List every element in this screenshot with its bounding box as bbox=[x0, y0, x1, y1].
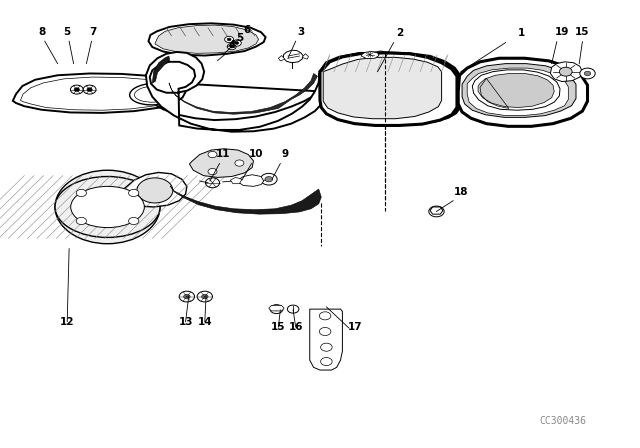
Polygon shape bbox=[148, 23, 266, 56]
Polygon shape bbox=[152, 56, 170, 83]
Text: 8: 8 bbox=[38, 27, 45, 37]
Polygon shape bbox=[472, 70, 560, 110]
Circle shape bbox=[235, 42, 239, 44]
Text: 12: 12 bbox=[60, 317, 74, 327]
Polygon shape bbox=[155, 25, 259, 53]
Text: 17: 17 bbox=[348, 323, 362, 332]
Circle shape bbox=[202, 294, 208, 299]
Circle shape bbox=[87, 88, 92, 91]
Circle shape bbox=[429, 206, 444, 217]
Circle shape bbox=[184, 294, 190, 299]
Circle shape bbox=[55, 170, 160, 244]
Circle shape bbox=[137, 178, 173, 203]
Text: 10: 10 bbox=[249, 149, 263, 159]
Circle shape bbox=[580, 68, 595, 79]
Polygon shape bbox=[20, 77, 178, 110]
Circle shape bbox=[232, 40, 241, 46]
Polygon shape bbox=[320, 55, 454, 78]
Polygon shape bbox=[278, 56, 285, 61]
Polygon shape bbox=[320, 53, 457, 125]
Polygon shape bbox=[323, 57, 442, 119]
Polygon shape bbox=[170, 186, 321, 214]
Polygon shape bbox=[310, 309, 342, 370]
Polygon shape bbox=[284, 50, 303, 63]
Polygon shape bbox=[362, 52, 379, 59]
Circle shape bbox=[274, 307, 279, 311]
Circle shape bbox=[179, 291, 195, 302]
Text: 6: 6 bbox=[243, 25, 251, 35]
Circle shape bbox=[270, 305, 283, 314]
Polygon shape bbox=[230, 177, 242, 184]
Circle shape bbox=[129, 190, 139, 197]
Text: 5: 5 bbox=[63, 27, 71, 37]
Polygon shape bbox=[125, 172, 187, 207]
Text: 18: 18 bbox=[454, 187, 468, 197]
Circle shape bbox=[265, 177, 273, 182]
Text: CC300436: CC300436 bbox=[540, 416, 587, 426]
Text: 15: 15 bbox=[575, 27, 589, 37]
Text: 4: 4 bbox=[228, 40, 236, 50]
Circle shape bbox=[376, 51, 386, 58]
Circle shape bbox=[70, 85, 83, 94]
Circle shape bbox=[559, 67, 572, 76]
Circle shape bbox=[227, 38, 231, 41]
Text: 7: 7 bbox=[89, 27, 97, 37]
Circle shape bbox=[74, 88, 79, 91]
Polygon shape bbox=[458, 58, 588, 126]
Circle shape bbox=[76, 190, 86, 197]
Text: 9: 9 bbox=[281, 149, 289, 159]
Text: 16: 16 bbox=[289, 323, 303, 332]
Text: 19: 19 bbox=[555, 27, 569, 37]
Polygon shape bbox=[13, 73, 186, 113]
Polygon shape bbox=[320, 53, 460, 124]
Circle shape bbox=[235, 160, 244, 166]
Circle shape bbox=[584, 71, 591, 76]
Polygon shape bbox=[269, 306, 284, 311]
Polygon shape bbox=[550, 62, 582, 82]
Text: 1: 1 bbox=[518, 28, 525, 38]
Circle shape bbox=[287, 305, 299, 313]
Ellipse shape bbox=[70, 186, 145, 228]
Polygon shape bbox=[430, 207, 443, 214]
Circle shape bbox=[260, 173, 277, 185]
Polygon shape bbox=[302, 54, 308, 59]
Text: 15: 15 bbox=[271, 323, 285, 332]
Circle shape bbox=[129, 217, 139, 224]
Ellipse shape bbox=[55, 177, 160, 237]
Text: 11: 11 bbox=[216, 149, 230, 159]
Text: 14: 14 bbox=[198, 317, 212, 327]
Circle shape bbox=[83, 85, 96, 94]
Circle shape bbox=[227, 43, 236, 50]
Circle shape bbox=[197, 291, 212, 302]
Polygon shape bbox=[238, 175, 264, 186]
Text: 3: 3 bbox=[297, 27, 305, 37]
Circle shape bbox=[225, 36, 234, 43]
Text: 13: 13 bbox=[179, 317, 193, 327]
Polygon shape bbox=[467, 68, 568, 116]
Circle shape bbox=[205, 178, 220, 188]
Polygon shape bbox=[478, 73, 554, 108]
Circle shape bbox=[230, 45, 234, 48]
Polygon shape bbox=[146, 52, 320, 132]
Polygon shape bbox=[462, 64, 576, 117]
Polygon shape bbox=[189, 149, 253, 177]
Polygon shape bbox=[169, 73, 317, 114]
Circle shape bbox=[76, 217, 86, 224]
Circle shape bbox=[208, 151, 217, 158]
Text: 5: 5 bbox=[236, 33, 243, 43]
Circle shape bbox=[208, 168, 217, 175]
Text: 2: 2 bbox=[396, 28, 404, 38]
